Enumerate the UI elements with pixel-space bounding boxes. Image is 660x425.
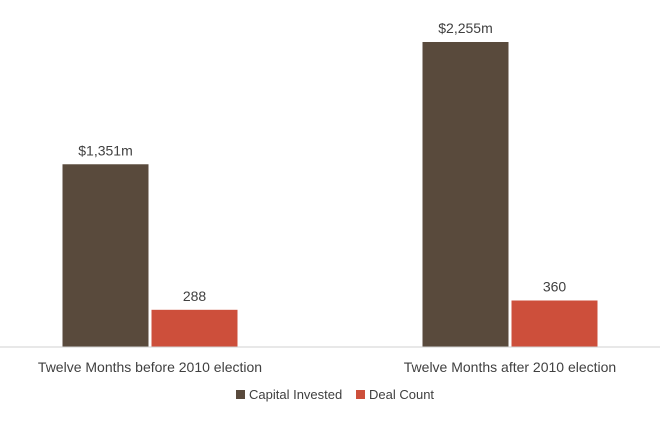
- legend-label-deal-count: Deal Count: [369, 387, 434, 402]
- legend-swatch-capital-invested: [236, 390, 245, 399]
- data-label-capital-invested-2: $2,255m: [438, 20, 492, 36]
- legend-swatch-deal-count: [356, 390, 365, 399]
- labels-layer: $1,351m 288 Twelve Months before 2010 elec…: [38, 20, 616, 375]
- bar-deal-count-1: [151, 309, 238, 347]
- bar-deal-count-2: [511, 300, 598, 347]
- legend-label-capital-invested: Capital Invested: [249, 387, 342, 402]
- bar-capital-invested-2: [422, 42, 509, 347]
- data-label-capital-invested-1: $1,351m: [78, 142, 132, 158]
- bars-layer: [62, 42, 598, 347]
- category-label-1: Twelve Months before 2010 election: [38, 359, 262, 375]
- data-label-deal-count-1: 288: [183, 288, 207, 304]
- bar-capital-invested-1: [62, 164, 149, 347]
- legend: Capital Invested Deal Count: [236, 387, 434, 402]
- category-label-2: Twelve Months after 2010 election: [404, 359, 616, 375]
- data-label-deal-count-2: 360: [543, 279, 567, 295]
